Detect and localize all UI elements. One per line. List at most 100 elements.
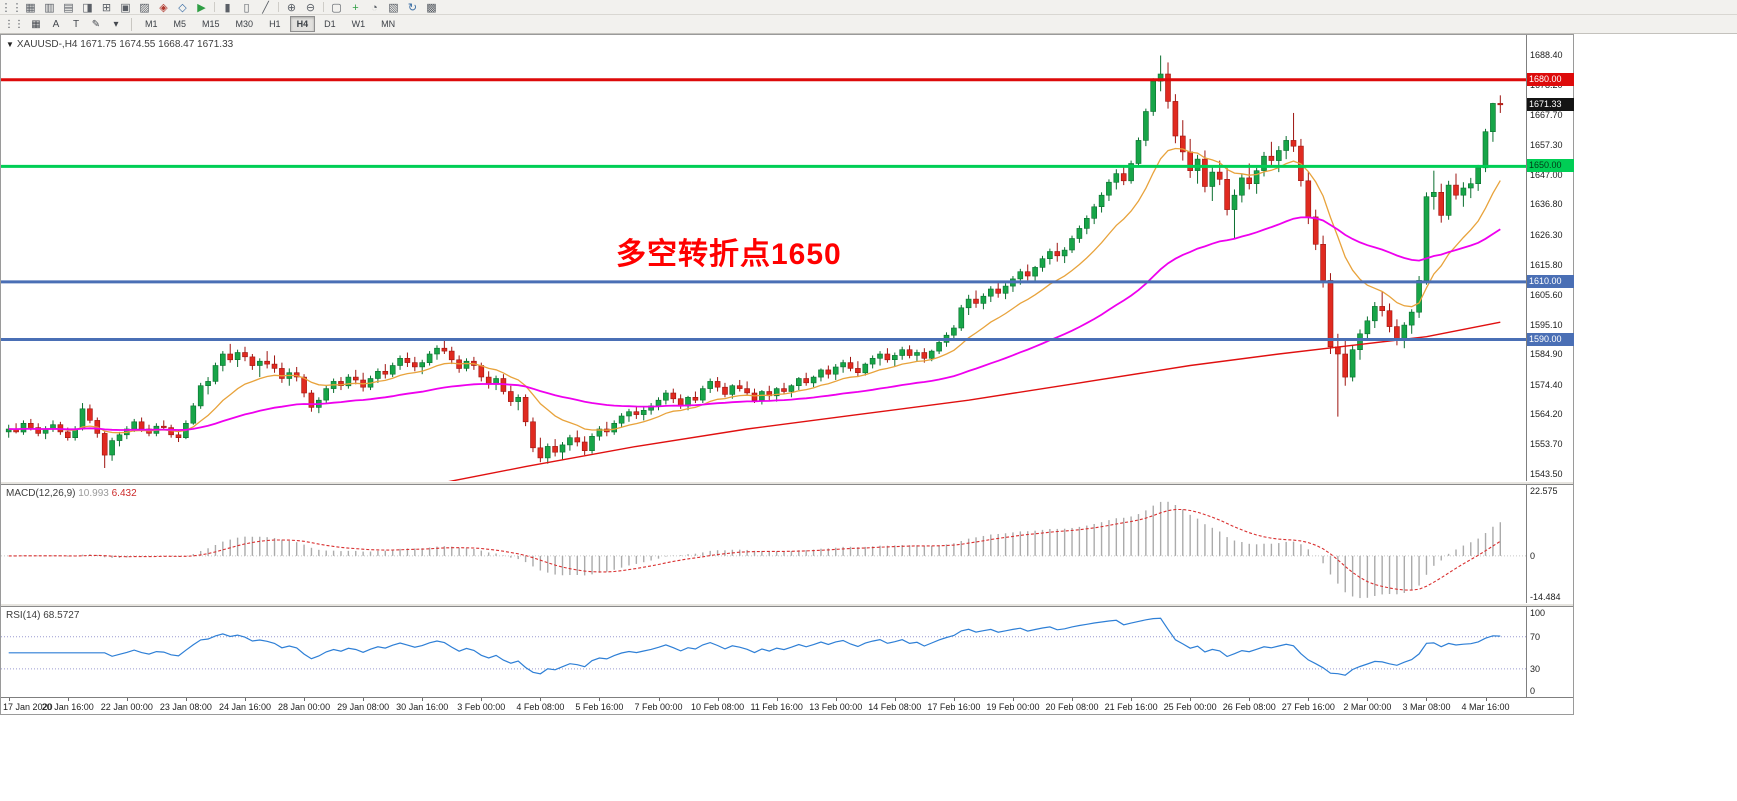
macd-histogram	[15, 501, 1502, 599]
time-tick	[1190, 698, 1192, 701]
time-tick	[599, 698, 601, 701]
timeframe-m15-button[interactable]: M15	[202, 19, 220, 29]
new-order-icon[interactable]: ◈	[159, 2, 168, 14]
price-tick: 1636.80	[1530, 199, 1563, 210]
price-tick: 1553.70	[1530, 439, 1563, 450]
terminal-icon[interactable]: ▣	[120, 2, 131, 14]
tile-windows-icon[interactable]: ▢	[331, 2, 342, 14]
rsi-tick: 100	[1530, 607, 1546, 618]
price-tick: 1564.20	[1530, 409, 1563, 420]
time-label: 4 Mar 16:00	[1461, 702, 1510, 712]
time-tick	[540, 698, 542, 701]
macd-plot[interactable]	[1, 485, 1526, 603]
price-chart-plot[interactable]	[1, 35, 1526, 481]
draw-tools-caret-button[interactable]: ▾	[113, 18, 119, 30]
time-label: 5 Feb 16:00	[575, 702, 624, 712]
price-tick: 1688.40	[1530, 50, 1563, 61]
timeframe-m1-button[interactable]: M1	[145, 19, 158, 29]
timeframe-h4-button[interactable]: H4	[289, 16, 316, 32]
ma-slow-line	[448, 321, 1501, 481]
timeframe-w1-button[interactable]: W1	[351, 19, 366, 29]
top-toolbar: ⋮⋮ ▦ ▥ ▤ ◨ ⊞ ▣ ▨ ◈ ◇ ▶ ▮ ▯ ╱ ⊕ ⊖ ▢ + ◔ ▧ ↻ ▩	[0, 0, 1737, 15]
macd-tick: 22.575	[1530, 486, 1558, 497]
annotation-text[interactable]: 多空转折点1650	[616, 238, 842, 271]
time-label: 13 Feb 00:00	[809, 702, 863, 712]
snap-grid-button[interactable]: ▦	[31, 18, 41, 30]
time-tick	[953, 698, 955, 701]
zoom-in-icon[interactable]: ⊕	[286, 2, 297, 14]
navigator-icon[interactable]: ⊞	[101, 2, 112, 14]
expert-advisors-icon[interactable]: ▩	[426, 2, 437, 14]
ma-fast-line	[8, 147, 1501, 434]
price-tick: 1615.80	[1530, 260, 1563, 271]
time-tick	[1308, 698, 1310, 701]
timeframe-mn-button[interactable]: MN	[381, 19, 396, 29]
price-tick: 1667.70	[1530, 110, 1563, 121]
indicators-add-icon[interactable]: +	[352, 2, 359, 14]
chart-window: ▼ XAUUSD-,H4 1671.75 1674.55 1668.47 1671…	[0, 34, 1574, 715]
metaeditor-icon[interactable]: ◇	[178, 2, 187, 14]
panel-splitter[interactable]	[1, 603, 1573, 607]
time-label: 28 Jan 00:00	[278, 702, 331, 712]
time-label: 23 Jan 08:00	[159, 702, 212, 712]
price-tick: 1647.00	[1530, 170, 1563, 180]
time-tick	[1485, 698, 1487, 701]
hline-price-tag[interactable]: 1650.00	[1527, 159, 1574, 173]
chart-title: ▼ XAUUSD-,H4 1671.75 1674.55 1668.47 1671…	[6, 39, 233, 50]
ohlc-values: 1671.75 1674.55 1668.47 1671.33	[80, 39, 234, 50]
draw-tools-button[interactable]: ✎	[91, 18, 101, 30]
data-window-icon[interactable]: ◨	[82, 2, 93, 14]
strategy-tester-icon[interactable]: ▨	[139, 2, 150, 14]
hline-price-tag[interactable]: 1610.00	[1527, 274, 1574, 288]
time-tick	[658, 698, 660, 701]
profiles-icon[interactable]: ▥	[44, 2, 55, 14]
timeframe-m5-button[interactable]: M5	[173, 19, 187, 29]
timeframe-d1-button[interactable]: D1	[324, 19, 336, 29]
toolbar-separator	[278, 2, 279, 12]
time-label: 20 Jan 16:00	[41, 702, 94, 712]
time-tick	[126, 698, 128, 701]
time-tick	[67, 698, 69, 701]
price-tick: 1543.50	[1530, 468, 1563, 479]
time-tick	[481, 698, 483, 701]
line-chart-icon[interactable]: ╱	[262, 2, 269, 14]
toolbar-handle-icon[interactable]: ⋮⋮	[0, 2, 23, 14]
time-tick	[244, 698, 246, 701]
price-tick: 1574.40	[1530, 379, 1563, 390]
rsi-axis[interactable]: 100 70 30 0	[1526, 607, 1573, 697]
refresh-icon[interactable]: ↻	[407, 2, 418, 14]
toolbar-handle-button[interactable]: ⋮⋮	[4, 18, 24, 30]
rsi-label: RSI(14) 68.5727	[6, 610, 80, 621]
price-tick: 1584.90	[1530, 349, 1563, 360]
text-box-button[interactable]: T	[72, 18, 80, 30]
price-panel: ▼ XAUUSD-,H4 1671.75 1674.55 1668.47 1671…	[1, 35, 1574, 481]
price-axis[interactable]: 1688.401678.201667.701657.301647.001636.…	[1526, 35, 1574, 481]
current-price-tag: 1671.33	[1527, 97, 1574, 111]
hline-price-tag[interactable]: 1680.00	[1527, 72, 1574, 86]
time-label: 19 Feb 00:00	[986, 702, 1040, 712]
time-tick	[1426, 698, 1428, 701]
bars-chart-icon[interactable]: ▮	[224, 2, 231, 14]
collapse-triangle-icon[interactable]: ▼	[6, 40, 14, 49]
rsi-plot[interactable]	[1, 607, 1526, 697]
templates-icon[interactable]: ▧	[388, 2, 399, 14]
macd-axis[interactable]: 22.575 0 -14.484	[1526, 485, 1573, 603]
panel-splitter[interactable]	[1, 481, 1573, 485]
timeframe-h1-button[interactable]: H1	[269, 19, 281, 29]
hline-price-tag[interactable]: 1590.00	[1527, 332, 1574, 346]
macd-panel: MACD(12,26,9) 10.993 6.432 22.575 0 -14.48…	[1, 485, 1573, 603]
periods-icon[interactable]: ◔	[371, 2, 378, 14]
text-label-button[interactable]: A	[52, 18, 60, 30]
price-tick: 1595.10	[1530, 319, 1563, 330]
time-tick	[1367, 698, 1369, 701]
market-watch-icon[interactable]: ▤	[63, 2, 74, 14]
new-chart-icon[interactable]: ▦	[25, 2, 36, 14]
autotrading-icon[interactable]: ▶	[197, 2, 206, 14]
time-axis[interactable]: 17 Jan 2020 20 Jan 16:00 22 Jan 00:00 23 Ja…	[1, 697, 1573, 714]
time-tick	[363, 698, 365, 701]
timeframe-m30-button[interactable]: M30	[235, 19, 254, 29]
time-tick	[185, 698, 187, 701]
zoom-out-icon[interactable]: ⊖	[305, 2, 316, 14]
candles-chart-icon[interactable]: ▯	[243, 2, 250, 14]
